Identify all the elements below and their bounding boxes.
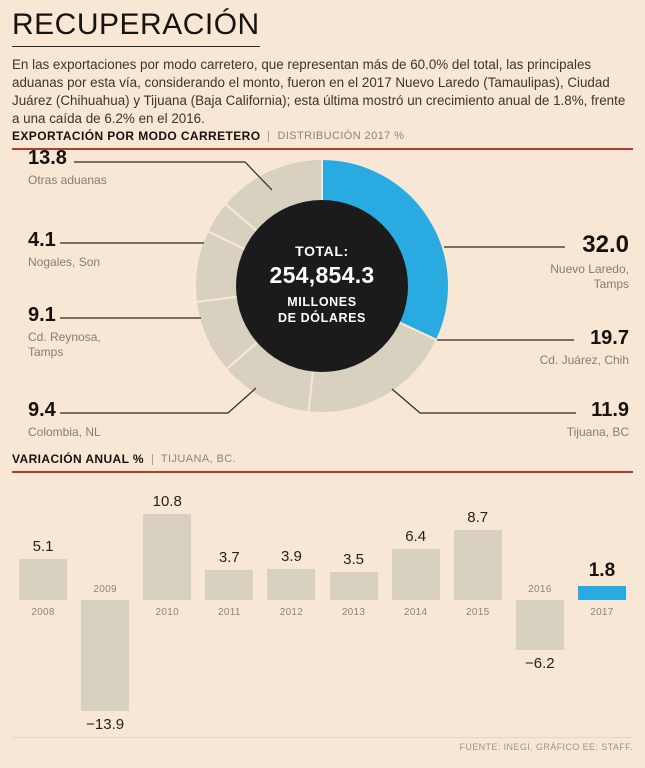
donut-label-juarez: 19.7 Cd. Juárez, Chih — [499, 327, 629, 368]
donut-label-value: 11.9 — [591, 399, 629, 421]
bar-year-2011: 2011 — [217, 607, 241, 618]
donut-label-value: 19.7 — [590, 327, 629, 349]
bar-value-2012: 3.9 — [281, 547, 302, 565]
bar-year-2009: 2009 — [93, 584, 117, 595]
footer-rule — [12, 737, 633, 738]
donut-label-value: 9.1 — [28, 304, 56, 326]
donut-label-name: Nogales, Son — [28, 255, 101, 269]
bar-year-2012: 2012 — [279, 607, 304, 618]
bar-value-2013: 3.5 — [343, 551, 364, 568]
donut-label-name: Colombia, NL — [28, 425, 101, 439]
bar-2010 — [143, 513, 192, 600]
bar-value-2010: 10.8 — [152, 492, 182, 510]
section-header-variacion: VARIACIÓN ANUAL % TIJUANA, BC. — [12, 452, 633, 473]
bar-chart: 5.1 2008 −13.9 2009 10.8 2010 3.7 2011 3.9 2012 3.… — [12, 478, 633, 756]
section-subheading: TIJUANA, BC. — [160, 453, 237, 465]
donut-label-tijuana: 11.9 Tijuana, BC — [499, 399, 629, 440]
source-credit: FUENTE: INEGI. GRÁFICO EE: STAFF. — [459, 742, 633, 752]
bar-value-2017: 1.8 — [588, 559, 616, 581]
donut-label-otras-aduanas: 13.8 Otras aduanas — [28, 147, 158, 188]
bar-2008 — [19, 559, 68, 600]
leader-line-colombia — [60, 387, 257, 414]
bar-2012 — [267, 568, 316, 600]
donut-label-colombia: 9.4 Colombia, NL — [28, 399, 158, 440]
bar-2011 — [205, 570, 254, 600]
bar-year-2015: 2015 — [466, 607, 490, 618]
section-header-exportacion: EXPORTACIÓN POR MODO CARRETERO DISTRIBUC… — [12, 129, 633, 150]
donut-total-value: 254,854.3 — [269, 262, 375, 288]
bar-value-2011: 3.7 — [218, 549, 240, 567]
bar-year-2014: 2014 — [403, 607, 428, 618]
bar-value-2015: 8.7 — [467, 509, 489, 527]
bar-2015 — [453, 530, 502, 600]
section-heading: EXPORTACIÓN POR MODO CARRETERO — [12, 129, 261, 143]
section-subheading: DISTRIBUCIÓN 2017 % — [277, 130, 405, 142]
donut-label-nuevo-laredo: 32.0 Nuevo Laredo, Tamps — [499, 231, 629, 292]
donut-label-name: Cd. Juárez, Chih — [539, 353, 629, 367]
leader-line-otras-aduanas — [74, 161, 273, 191]
donut-label-reynosa: 9.1 Cd. Reynosa, Tamps — [28, 304, 158, 360]
bar-value-2009: −13.9 — [86, 716, 125, 734]
divider-line — [268, 130, 270, 142]
donut-label-name: Nuevo Laredo, Tamps — [550, 262, 629, 291]
leader-lines — [60, 161, 576, 414]
bar-2016 — [515, 600, 564, 650]
bar-2013 — [329, 572, 378, 600]
donut-label-value: 9.4 — [28, 399, 56, 421]
donut-label-name: Otras aduanas — [28, 173, 107, 187]
leader-line-tijuana — [391, 388, 576, 414]
divider-line — [151, 453, 153, 465]
bar-2014 — [391, 548, 440, 600]
bar-2009 — [81, 600, 130, 712]
donut-label-nogales: 4.1 Nogales, Son — [28, 229, 158, 270]
bar-2017 — [577, 585, 626, 600]
intro-paragraph: En las exportaciones por modo carretero,… — [12, 57, 626, 126]
donut-total-unit-1: MILLONES — [287, 295, 357, 309]
donut-label-value: 32.0 — [582, 231, 629, 258]
bar-year-2017: 2017 — [590, 607, 614, 618]
donut-slices-group — [194, 157, 450, 414]
bar-year-2013: 2013 — [341, 607, 366, 618]
donut-total-label: TOTAL: — [295, 243, 349, 259]
bar-value-2008: 5.1 — [32, 538, 54, 556]
donut-label-name: Cd. Reynosa, Tamps — [28, 330, 101, 359]
section-heading: VARIACIÓN ANUAL % — [12, 452, 144, 466]
bar-year-2010: 2010 — [155, 607, 179, 618]
page-title: RECUPERACIÓN — [12, 8, 260, 47]
bar-year-2008: 2008 — [31, 607, 55, 618]
bar-value-2014: 6.4 — [405, 527, 427, 545]
donut-center-text: TOTAL: 254,854.3 MILLONES DE DÓLARES — [242, 243, 402, 325]
bar-year-2016: 2016 — [528, 584, 552, 595]
donut-label-value: 4.1 — [28, 229, 56, 251]
donut-center-circle — [236, 200, 408, 372]
donut-total-unit-2: DE DÓLARES — [278, 311, 366, 325]
donut-label-value: 13.8 — [28, 147, 67, 169]
donut-chart — [60, 157, 576, 414]
bar-value-2016: −6.2 — [525, 654, 555, 672]
donut-label-name: Tijuana, BC — [566, 425, 629, 439]
